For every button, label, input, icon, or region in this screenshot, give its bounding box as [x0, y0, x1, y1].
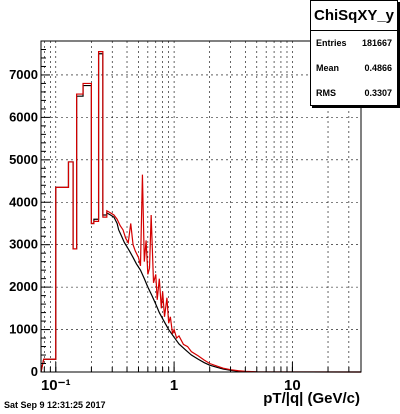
stats-label: Entries: [316, 38, 347, 48]
y-tick-label: 4000: [9, 194, 38, 209]
stats-title: ChiSqXY_y: [311, 1, 397, 31]
stats-row-mean: Mean 0.4866: [311, 56, 397, 81]
y-tick-label: 3000: [9, 237, 38, 252]
y-tick-label: 6000: [9, 109, 38, 124]
x-tick-label: 10⁻¹: [41, 377, 71, 394]
axes: 0 1000 2000 3000 4000 5000 6000 7000 10⁻¹ 1 10: [9, 40, 362, 394]
y-tick-label: 2000: [9, 279, 38, 294]
timestamp: Sat Sep 9 12:31:25 2017: [4, 400, 106, 410]
stats-label: Mean: [316, 63, 340, 73]
stats-label: RMS: [316, 88, 336, 98]
y-tick-label: 1000: [9, 322, 38, 337]
grid-lines: [41, 41, 361, 372]
stats-row-rms: RMS 0.3307: [311, 81, 397, 106]
stats-value: 0.4866: [364, 63, 392, 73]
y-tick-label: 7000: [9, 67, 38, 82]
y-tick-label: 5000: [9, 152, 38, 167]
x-axis-title: pT/|q| (GeV/c): [263, 390, 360, 407]
stats-value: 181667: [361, 38, 392, 48]
stats-box: ChiSqXY_y Entries 181667 Mean 0.4866 RMS…: [310, 0, 398, 106]
stats-row-entries: Entries 181667: [311, 31, 397, 56]
plot-frame: [40, 40, 362, 373]
histogram-series: [40, 51, 362, 373]
x-tick-label: 1: [170, 377, 178, 394]
stats-value: 0.3307: [364, 88, 392, 98]
series-line-1: [40, 51, 362, 373]
y-tick-label: 0: [31, 364, 38, 379]
x-tick-label: 10: [284, 377, 301, 394]
